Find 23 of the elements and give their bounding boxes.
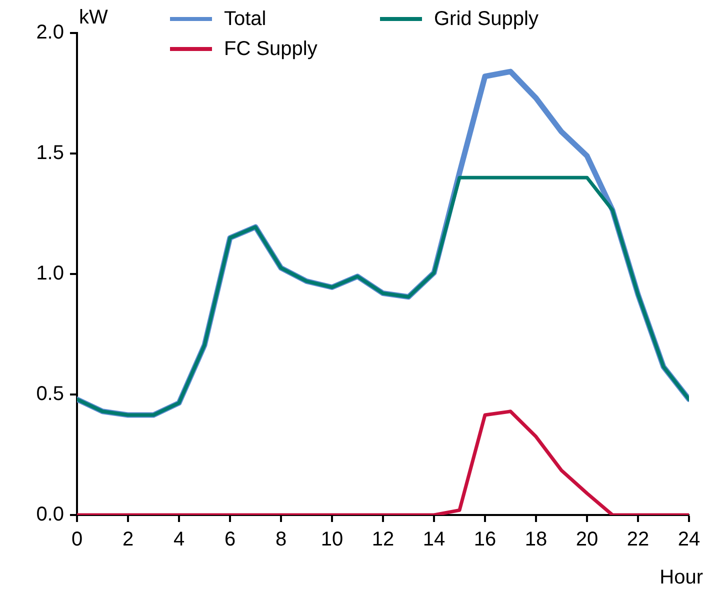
x-tick-label: 2 <box>122 528 134 551</box>
x-tick-label: 4 <box>173 528 185 551</box>
x-tick-label: 24 <box>678 528 700 551</box>
x-tick-label: 6 <box>224 528 236 551</box>
legend-label: FC Supply <box>224 38 318 60</box>
legend-label: Grid Supply <box>434 8 538 30</box>
x-tick-label: 8 <box>275 528 287 551</box>
x-tick-label: 10 <box>320 528 344 551</box>
x-tick-label: 14 <box>422 528 446 551</box>
y-tick-label: 1.5 <box>36 142 64 164</box>
legend-label: Total <box>224 8 266 30</box>
y-tick-label: 0.0 <box>36 504 64 526</box>
x-tick-label: 0 <box>71 528 83 551</box>
y-axis-title: kW <box>79 6 108 29</box>
x-tick-label: 20 <box>576 528 598 551</box>
x-tick-label: 22 <box>626 528 650 551</box>
x-tick-label: 12 <box>372 528 394 551</box>
x-tick-label: 16 <box>474 528 496 551</box>
y-tick-label: 1.0 <box>36 262 64 285</box>
x-tick-label: 18 <box>524 528 548 551</box>
y-tick-label: 0.5 <box>36 383 64 406</box>
x-axis-title: Hour <box>660 566 704 589</box>
y-tick-label: 2.0 <box>36 22 64 44</box>
